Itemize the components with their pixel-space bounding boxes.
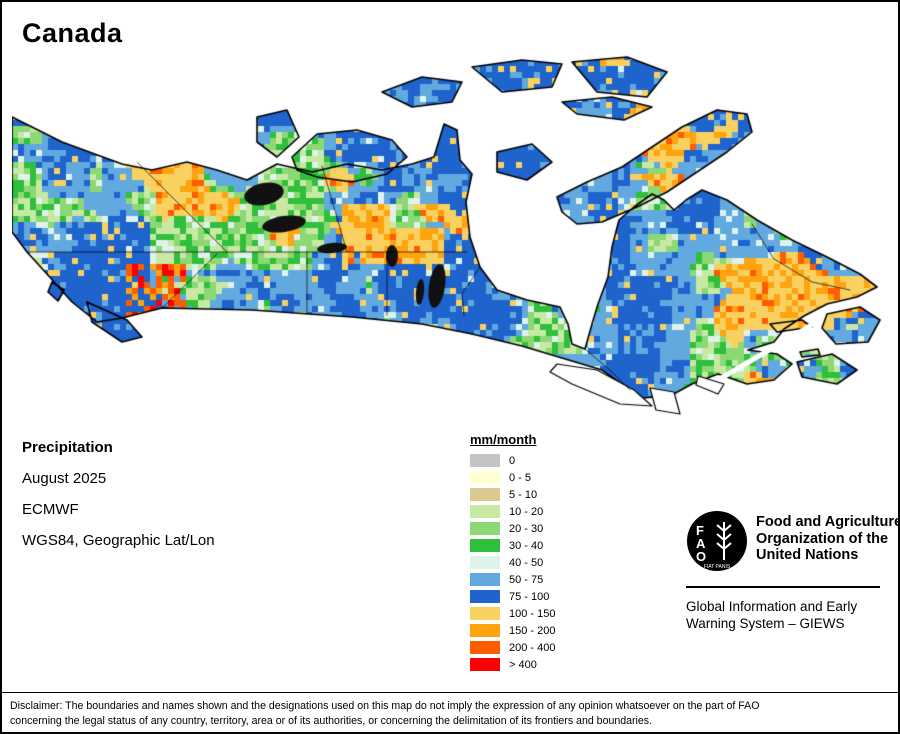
legend-swatch — [470, 607, 500, 620]
legend-label: 30 - 40 — [509, 539, 544, 552]
legend-label: 20 - 30 — [509, 522, 544, 535]
legend-item: 75 - 100 — [470, 590, 555, 603]
legend-label: 40 - 50 — [509, 556, 544, 569]
page-title: Canada — [22, 18, 123, 48]
legend-item: 50 - 75 — [470, 573, 555, 586]
legend-item: 40 - 50 — [470, 556, 555, 569]
legend-swatch — [470, 522, 500, 535]
legend-item: 0 - 5 — [470, 471, 555, 484]
legend: mm/month 0 0 - 5 5 - 10 10 - 20 20 - 30 30 - … — [470, 432, 555, 675]
fao-logo: F A O FIAT PANIS — [687, 511, 747, 571]
legend-item: 10 - 20 — [470, 505, 555, 518]
disclaimer-line-1: Disclaimer: The boundaries and names sho… — [10, 700, 760, 712]
legend-item: 200 - 400 — [470, 641, 555, 654]
fao-name-block: Food and Agriculture Organization of the… — [756, 514, 900, 564]
legend-label: 75 - 100 — [509, 590, 550, 603]
fao-divider — [686, 586, 880, 588]
canada-precipitation-map — [12, 54, 892, 444]
legend-label: 100 - 150 — [509, 607, 556, 620]
legend-label: 150 - 200 — [509, 624, 556, 637]
fao-logo-letter-a: A — [696, 536, 706, 551]
legend-swatch — [470, 590, 500, 603]
legend-label: 0 - 5 — [509, 471, 532, 484]
legend-label: > 400 — [509, 658, 537, 671]
legend-swatch — [470, 488, 500, 501]
fao-name-line-2: Organization of the — [756, 530, 889, 547]
legend-label: 50 - 75 — [509, 573, 544, 586]
legend-swatch — [470, 539, 500, 552]
legend-item: 5 - 10 — [470, 488, 555, 501]
map-variable-label: Precipitation — [22, 439, 113, 456]
map-info-block: Precipitation August 2025 ECMWF WGS84, G… — [22, 439, 215, 563]
legend-swatch — [470, 658, 500, 671]
legend-swatch — [470, 505, 500, 518]
fao-logo-letter-f: F — [696, 523, 704, 538]
legend-label: 5 - 10 — [509, 488, 538, 501]
legend-item: > 400 — [470, 658, 555, 671]
giews-block: Global Information and Early Warning Sys… — [686, 598, 857, 632]
legend-swatch — [470, 573, 500, 586]
legend-item: 30 - 40 — [470, 539, 555, 552]
wheat-leaves-icon — [716, 524, 732, 550]
disclaimer-separator — [2, 692, 898, 693]
legend-rows: 0 0 - 5 5 - 10 10 - 20 20 - 30 30 - 40 40 - 50… — [470, 454, 555, 671]
legend-item: 20 - 30 — [470, 522, 555, 535]
legend-label: 200 - 400 — [509, 641, 556, 654]
legend-title: mm/month — [470, 432, 537, 447]
map-source-label: ECMWF — [22, 501, 79, 518]
disclaimer: Disclaimer: The boundaries and names sho… — [10, 699, 759, 728]
disclaimer-line-2: concerning the legal status of any count… — [10, 714, 653, 727]
fao-logo-motto: FIAT PANIS — [704, 564, 731, 570]
giews-line-2: Warning System – GIEWS — [686, 616, 845, 631]
legend-swatch — [470, 454, 500, 467]
fao-logo-letter-o: O — [696, 549, 706, 564]
giews-line-1: Global Information and Early — [686, 599, 858, 614]
fao-logo-disc — [687, 511, 747, 571]
legend-swatch — [470, 556, 500, 569]
legend-item: 100 - 150 — [470, 607, 555, 620]
legend-item: 150 - 200 — [470, 624, 555, 637]
legend-label: 0 — [509, 454, 516, 467]
fao-name-line-1: Food and Agriculture — [756, 514, 900, 530]
map-period-label: August 2025 — [22, 470, 107, 487]
legend-item: 0 — [470, 454, 555, 467]
legend-swatch — [470, 471, 500, 484]
map-projection-label: WGS84, Geographic Lat/Lon — [22, 532, 215, 549]
fao-name-line-3: United Nations — [756, 547, 859, 563]
legend-swatch — [470, 641, 500, 654]
legend-label: 10 - 20 — [509, 505, 544, 518]
legend-swatch — [470, 624, 500, 637]
